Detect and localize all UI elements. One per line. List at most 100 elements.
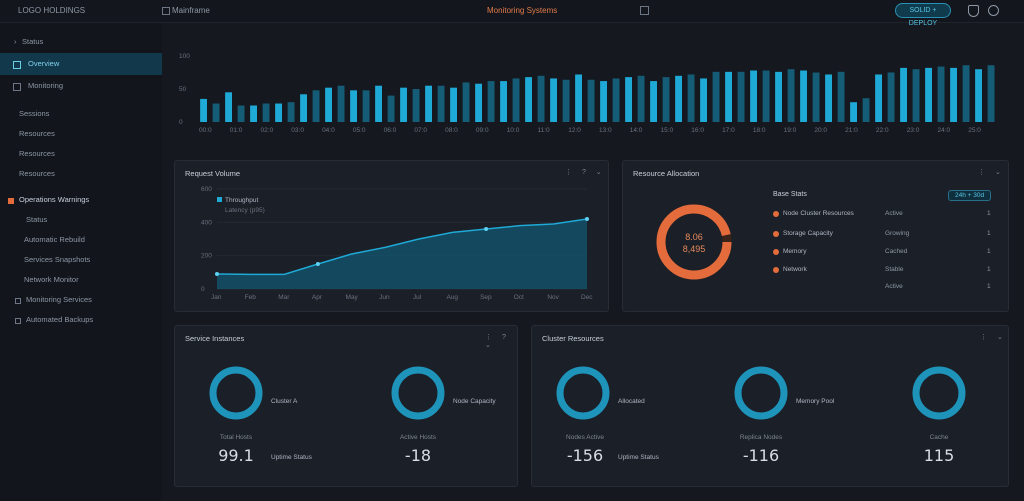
panel-menu-icon[interactable]: ⋮ ? ⌄ (565, 169, 606, 176)
donut-arc (656, 204, 732, 280)
panel-menu-icon[interactable]: ⋮ ⌄ (978, 169, 1005, 176)
x-tick-label: 04:0 (322, 127, 335, 134)
bar (275, 103, 282, 122)
panel-menu-icon[interactable]: ⋮ ⌄ (980, 334, 1007, 341)
breadcrumb[interactable]: Mainframe (172, 6, 210, 15)
x-tick-label: Mar (278, 294, 290, 301)
bar (487, 81, 495, 122)
bar (375, 85, 382, 122)
folder-icon[interactable] (162, 7, 170, 15)
x-tick-label: 19:0 (784, 127, 797, 134)
sidebar-item-automated-backups[interactable]: Automated Backups (0, 309, 162, 331)
settings-gear-icon[interactable] (988, 5, 999, 16)
ring-gauge (734, 366, 788, 420)
data-point (315, 262, 320, 266)
x-tick-label: 18:0 (753, 127, 766, 134)
bar (700, 78, 707, 122)
sidebar-item-services-snapshots[interactable]: Services Snapshots (24, 255, 91, 264)
data-point (484, 227, 489, 231)
x-tick-label: 13:0 (599, 127, 612, 134)
x-tick-label: Oct (514, 294, 524, 301)
x-tick-label: Jan (211, 294, 222, 301)
side-value: 1 (987, 248, 991, 255)
bar (750, 70, 757, 122)
legend-dot-icon (773, 211, 779, 217)
sidebar-item-automatic-rebuild[interactable]: Automatic Rebuild (24, 235, 85, 244)
stats-header: Base Stats (773, 191, 807, 198)
shield-icon[interactable] (968, 5, 979, 17)
sidebar-item-resources-2[interactable]: Resources (19, 149, 55, 158)
bar (612, 78, 620, 122)
x-tick-label: Feb (245, 294, 257, 301)
ring-gauge (391, 366, 445, 420)
bar (650, 81, 657, 122)
bar (550, 78, 557, 122)
bar (575, 74, 582, 122)
bar (387, 95, 395, 122)
card-label: Active Hosts (399, 434, 437, 441)
legend-dot-icon (773, 267, 779, 273)
dashboard-icon (13, 61, 21, 69)
x-tick-label: 25:0 (968, 127, 981, 134)
sidebar-item-overview[interactable]: Overview (0, 53, 162, 75)
x-tick-label: Dec (581, 294, 593, 301)
sidebar-item-monitoring[interactable]: Monitoring (0, 75, 162, 97)
x-tick-label: Nov (547, 294, 559, 301)
panel-menu-icon[interactable]: ⋮ ? ⌄ (485, 334, 510, 349)
x-tick-label: 15:0 (661, 127, 674, 134)
card-sub: Uptime Status (271, 454, 312, 461)
card-label: Replica Nodes (739, 434, 783, 441)
x-tick-label: 07:0 (414, 127, 427, 134)
sidebar-item-status-2[interactable]: Status (26, 215, 48, 224)
bar (262, 103, 270, 122)
sidebar-item-monitoring-services[interactable]: Monitoring Services (0, 289, 162, 311)
legend-value: Stable (885, 266, 904, 273)
sidebar-item-status[interactable]: › Status (0, 31, 162, 53)
sidebar-item-resources[interactable]: Resources (19, 129, 55, 138)
legend-value: Active (885, 283, 903, 290)
x-tick-label: 08:0 (445, 127, 458, 134)
card-value: -116 (742, 446, 780, 465)
x-tick-label: May (346, 294, 359, 301)
bar (562, 79, 570, 122)
sidebar-item-sessions[interactable]: Sessions (19, 109, 50, 118)
bar (925, 67, 932, 122)
legend-label: Memory (783, 248, 807, 255)
legend-dot-icon (773, 231, 779, 237)
x-tick-label: 20:0 (814, 127, 827, 134)
bar (350, 90, 357, 122)
donut-center-sub: 8,495 (682, 244, 706, 254)
y-tick-label: 0 (201, 286, 205, 293)
bar (437, 85, 445, 122)
bar (862, 98, 870, 122)
legend-value: Cached (885, 248, 908, 255)
panel-title: Service Instances (185, 334, 245, 343)
x-tick-label: 22:0 (876, 127, 889, 134)
sidebar: › Status Overview Monitoring Sessions Res… (0, 23, 162, 501)
bar (775, 71, 782, 122)
range-chip[interactable]: 24h + 30d (948, 190, 992, 201)
y-tick-label: 400 (201, 219, 212, 226)
sidebar-item-network-monitor[interactable]: Network Monitor (24, 275, 79, 284)
side-value: 1 (987, 210, 991, 217)
legend-label: Network (783, 266, 807, 273)
legend-label: Node Cluster Resources (783, 210, 854, 217)
card-value: 115 (923, 446, 955, 465)
ring-label: Cluster A (271, 398, 298, 405)
deploy-button[interactable]: SOLID + DEPLOY (895, 3, 951, 27)
bar (225, 92, 232, 122)
x-tick-label: 23:0 (907, 127, 920, 134)
expand-icon[interactable] (640, 6, 649, 15)
bar (987, 65, 995, 122)
sidebar-item-resources-3[interactable]: Resources (19, 169, 55, 178)
x-tick-label: 17:0 (722, 127, 735, 134)
x-tick-label: Apr (312, 294, 323, 301)
top-bar: LOGO HOLDINGS Mainframe Monitoring Syste… (0, 0, 1024, 27)
legend-label: Throughput (225, 197, 258, 204)
x-tick-label: Sep (480, 294, 492, 301)
bar (662, 77, 670, 122)
bar (512, 78, 520, 122)
sidebar-item-operations-warnings[interactable]: Operations Warnings (0, 189, 162, 211)
throughput-bar-chart: 100 50 0 00:0 01:0 02:0 03:0 04:0 05:0 06:0 07:0 08… (179, 53, 995, 134)
data-point (215, 272, 219, 276)
